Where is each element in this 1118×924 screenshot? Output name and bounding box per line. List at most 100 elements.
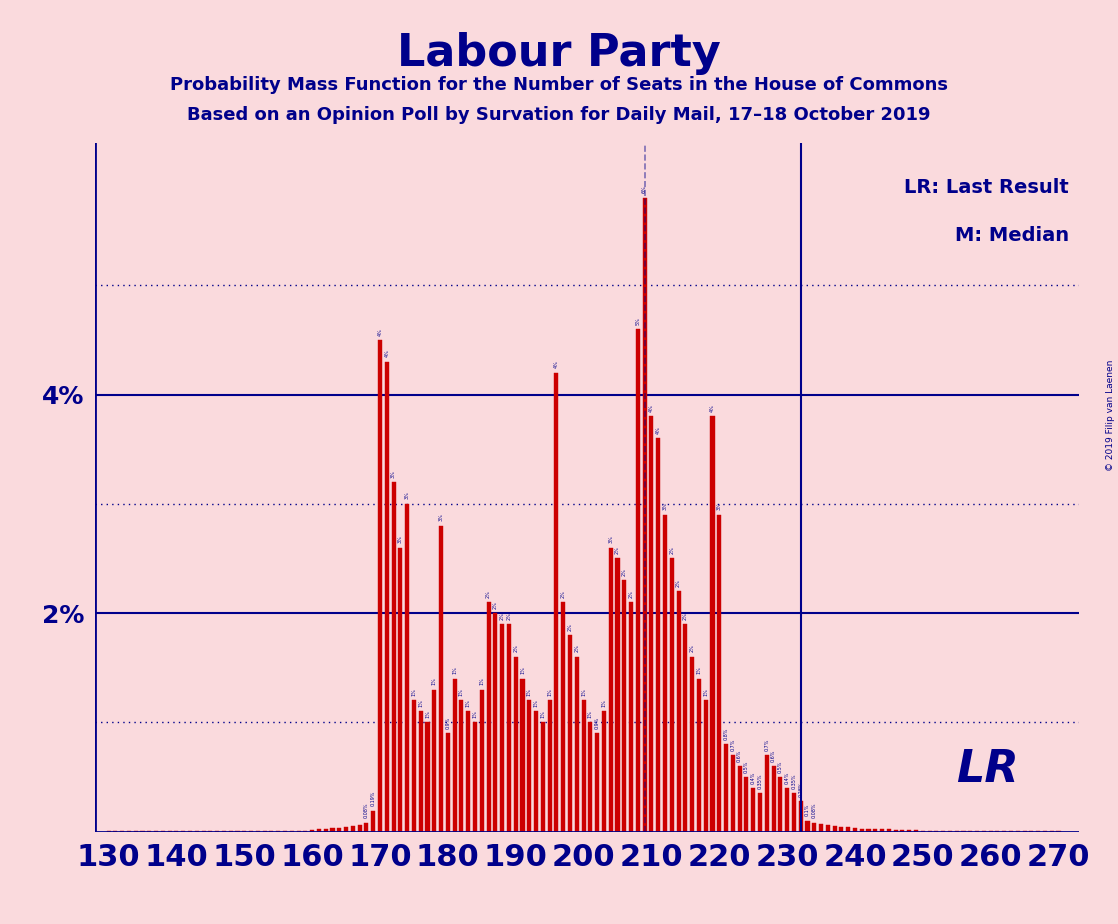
Text: 1%: 1% [452,666,457,675]
Text: 2%: 2% [513,645,519,652]
Text: 0.7%: 0.7% [765,738,769,750]
Text: 4%: 4% [385,349,389,358]
Bar [860,829,864,832]
Bar [439,526,443,832]
Text: 0.08%: 0.08% [812,803,817,819]
Bar [127,831,131,832]
Text: 3%: 3% [398,535,402,543]
Text: 0.6%: 0.6% [771,749,776,761]
Bar [819,824,823,832]
Bar [982,831,986,832]
Bar [371,811,376,832]
Text: 0.4%: 0.4% [785,772,789,784]
Bar [541,723,544,832]
Bar [975,831,979,832]
Bar [500,624,504,832]
Bar [941,831,945,832]
Bar [208,831,212,832]
Bar [1036,831,1040,832]
Bar [215,831,219,832]
Bar [629,602,633,832]
Bar [351,826,354,832]
Bar [805,821,809,832]
Text: 4%: 4% [553,360,559,369]
Bar [249,831,253,832]
Bar [168,831,172,832]
Bar [269,831,274,832]
Bar [690,657,694,832]
Bar [738,766,741,832]
Bar [988,831,993,832]
Bar [663,515,667,832]
Bar [683,624,688,832]
Bar [785,788,789,832]
Bar [296,831,301,832]
Bar [588,723,593,832]
Text: 2%: 2% [622,568,627,576]
Bar [411,700,416,832]
Text: © 2019 Filip van Laenen: © 2019 Filip van Laenen [1106,360,1115,471]
Bar [575,657,579,832]
Bar [798,801,803,832]
Text: 3%: 3% [405,492,409,500]
Bar [316,830,321,832]
Bar [324,829,328,832]
Bar [1050,831,1054,832]
Text: 4%: 4% [710,405,716,412]
Text: 3%: 3% [438,514,444,521]
Bar [893,830,898,832]
Bar [263,831,267,832]
Text: 2%: 2% [690,645,694,652]
Text: 1%: 1% [411,688,416,696]
Bar [358,825,362,832]
Text: 1%: 1% [418,699,424,707]
Bar [426,723,429,832]
Bar [731,755,735,832]
Bar [338,828,341,832]
Text: 3%: 3% [391,469,396,478]
Text: 6%: 6% [642,186,647,193]
Bar [636,329,639,832]
Bar [568,635,572,832]
Text: 2%: 2% [676,579,681,587]
Bar [1002,831,1006,832]
Bar [385,362,389,832]
Text: 2%: 2% [628,590,634,598]
Bar [134,831,138,832]
Bar [643,198,646,832]
Text: 1%: 1% [581,688,586,696]
Bar [745,777,748,832]
Bar [513,657,518,832]
Text: Labour Party: Labour Party [397,32,721,76]
Bar [921,831,925,832]
Text: 1%: 1% [601,699,606,707]
Bar [398,548,402,832]
Text: 0.08%: 0.08% [364,803,369,819]
Bar [141,831,144,832]
Bar [548,700,551,832]
Text: 3%: 3% [717,503,722,510]
Bar [229,831,233,832]
Bar [955,831,959,832]
Bar [106,831,111,832]
Text: 3%: 3% [608,535,613,543]
Bar [243,831,246,832]
Bar [148,831,151,832]
Text: 2%: 2% [670,546,674,554]
Text: 0.35%: 0.35% [758,773,762,789]
Bar [174,831,179,832]
Bar [473,723,477,832]
Bar [581,700,586,832]
Bar [493,613,498,832]
Bar [853,828,858,832]
Bar [718,515,721,832]
Text: 5%: 5% [635,317,641,324]
Text: 0.7%: 0.7% [730,738,736,750]
Bar [453,678,456,832]
Bar [968,831,973,832]
Text: 1%: 1% [458,688,464,696]
Bar [486,602,491,832]
Bar [928,831,931,832]
Bar [866,829,871,832]
Bar [751,788,756,832]
